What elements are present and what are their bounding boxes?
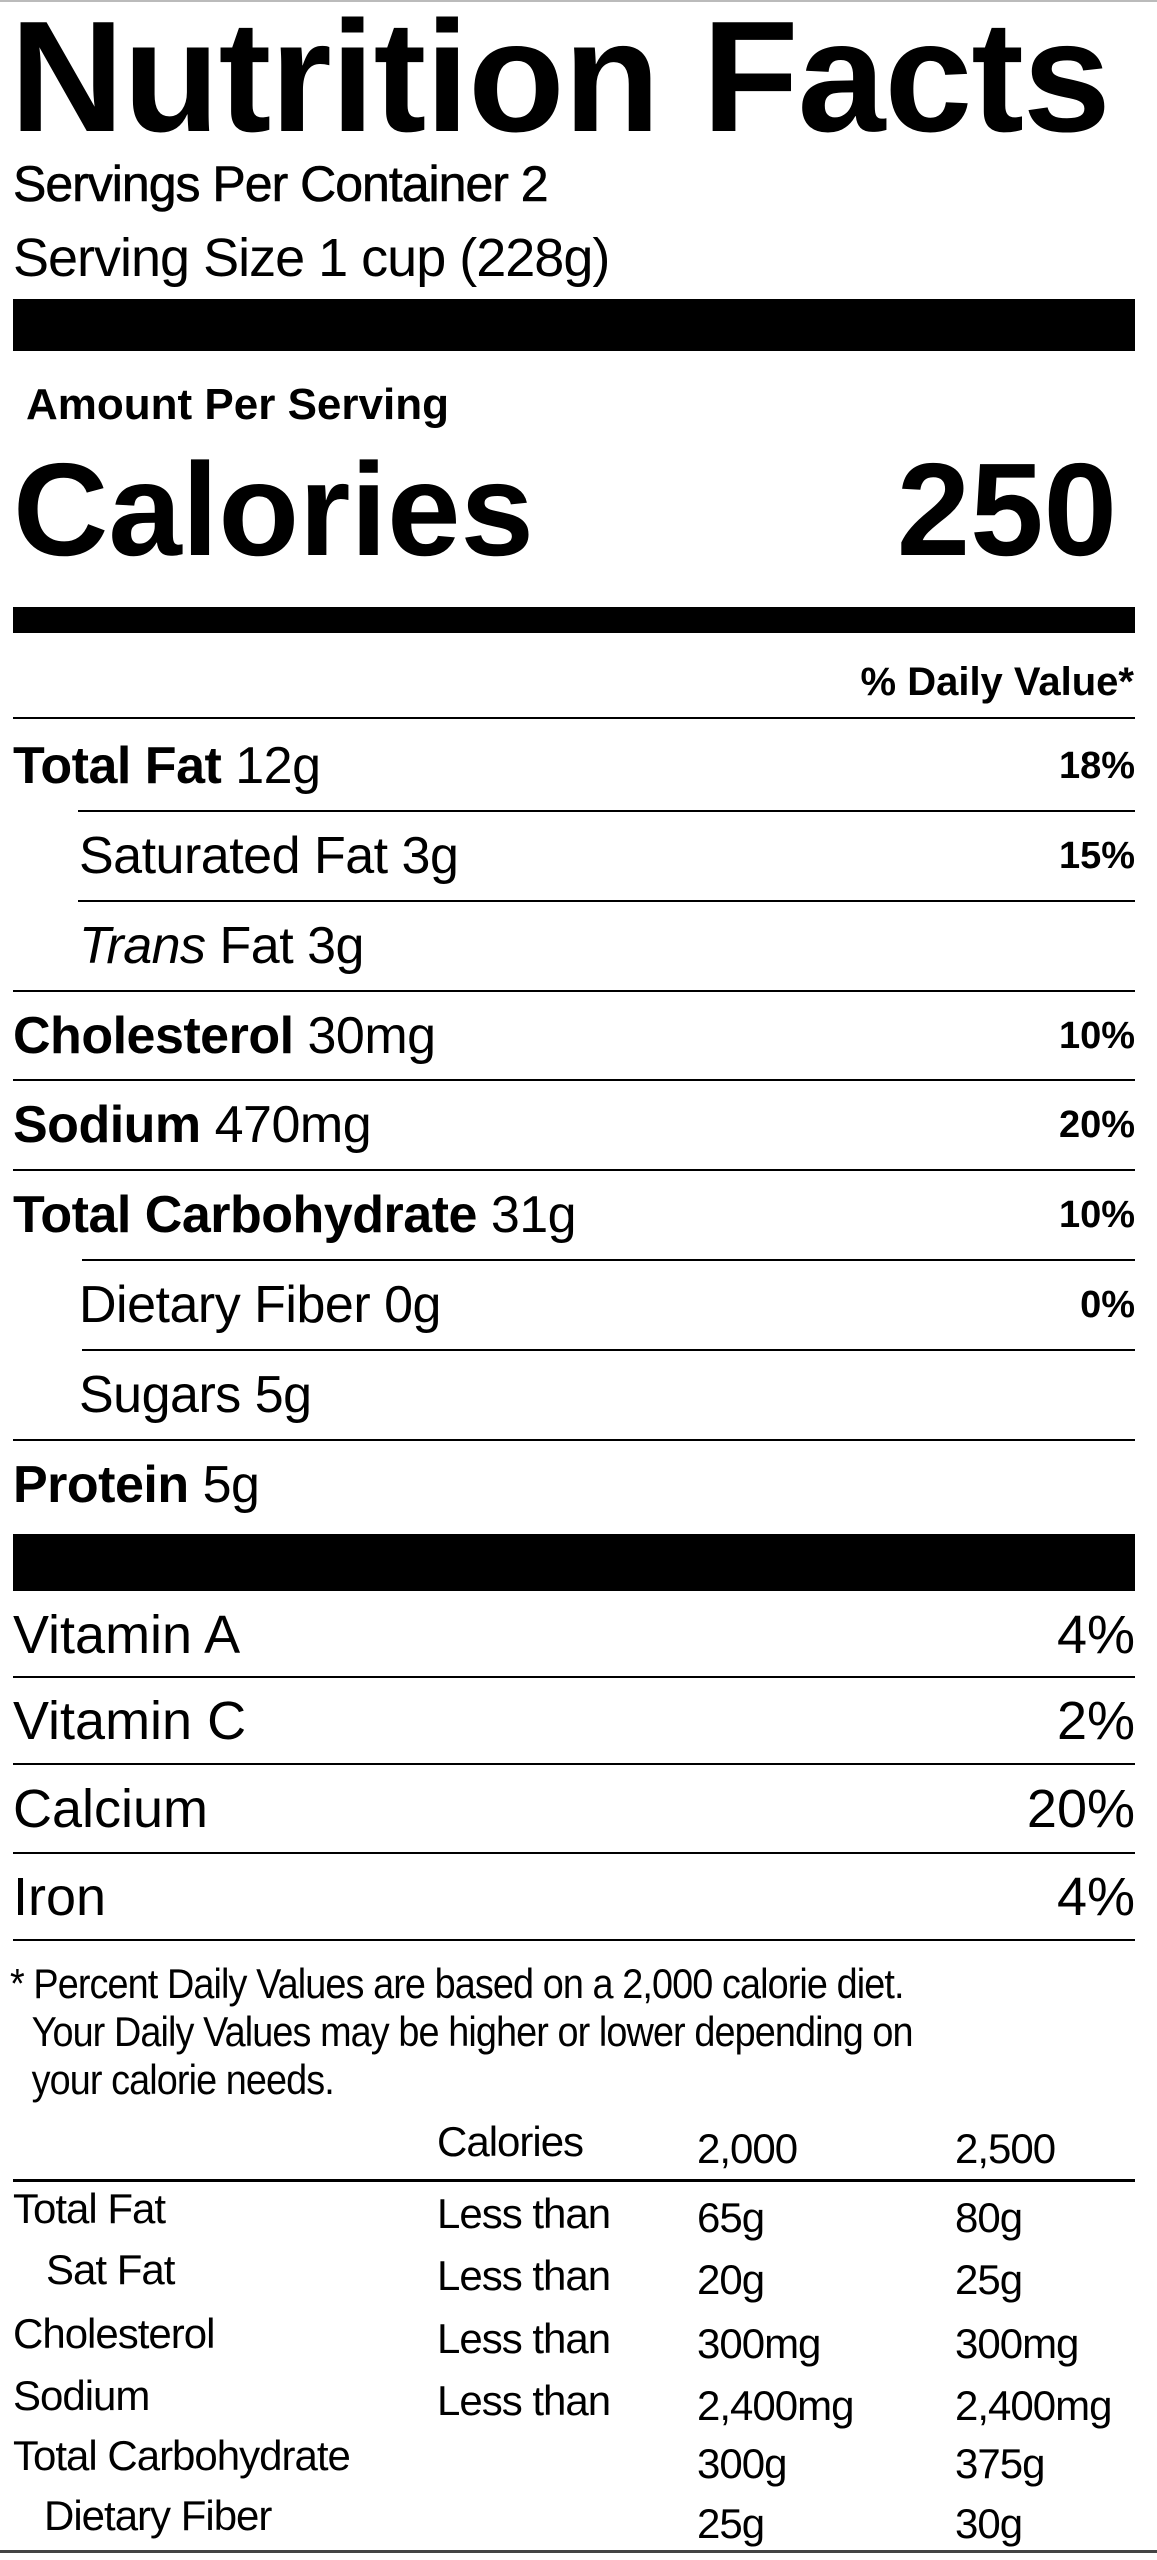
dv-row-label: Sat Fat — [46, 2246, 175, 2293]
nutrient-dv: 20% — [1058, 1103, 1135, 1146]
divider — [13, 1676, 1135, 1678]
divider — [13, 2179, 1135, 2182]
nutrient-name: Cholesterol — [13, 1007, 294, 1065]
vitamin-name: Vitamin A — [13, 1604, 241, 1665]
nutrient-amount: 470mg — [214, 1096, 372, 1154]
dv-row-2000: 25g — [697, 2500, 765, 2547]
vitamin-name: Iron — [13, 1866, 107, 1927]
vitamin-dv: 4% — [1056, 1866, 1135, 1927]
dv-row-label: Total Carbohydrate — [13, 2432, 351, 2479]
nutrient-name: Sugars 5g — [79, 1366, 312, 1424]
nutrient-name: Saturated Fat 3g — [79, 827, 459, 885]
nutrient-dv: 15% — [1058, 834, 1135, 877]
nutrient-row-sodium: Sodium 470mg 20% — [13, 1080, 1135, 1170]
divider — [82, 1259, 1135, 1261]
dv-row-2500: 30g — [955, 2500, 1023, 2547]
footnote-line: your calorie needs. — [31, 2056, 335, 2103]
dv-row-2000: 20g — [697, 2256, 765, 2303]
nutrient-row-sugars: Sugars 5g — [13, 1350, 1135, 1440]
nutrient-name: Total Fat — [13, 737, 222, 795]
vitamin-row-vitamin-c: Vitamin C 2% — [13, 1677, 1135, 1764]
nutrient-name: Fat 3g — [219, 917, 365, 975]
nutrient-amount: 30mg — [307, 1007, 437, 1065]
divider — [82, 1349, 1135, 1351]
top-border — [0, 0, 1157, 2]
nutrient-row-protein: Protein 5g — [13, 1440, 1135, 1530]
medium-divider — [13, 607, 1135, 633]
dv-row-2000: 65g — [697, 2194, 765, 2241]
divider — [13, 990, 1135, 992]
vitamin-dv: 4% — [1056, 1604, 1135, 1665]
calories-label: Calories — [13, 436, 534, 583]
dv-row-qualifier: Less than — [437, 2377, 611, 2424]
nutrient-row-total-carbohydrate: Total Carbohydrate 31g 10% — [13, 1170, 1135, 1260]
vitamin-name: Calcium — [13, 1778, 209, 1839]
dv-row-2000: 300mg — [697, 2320, 821, 2367]
divider — [13, 1939, 1135, 1941]
vitamin-row-iron: Iron 4% — [13, 1853, 1135, 1940]
divider — [78, 810, 1135, 812]
footnote-line: * Percent Daily Values are based on a 2,… — [10, 1960, 904, 2007]
dv-row-qualifier: Less than — [437, 2190, 611, 2237]
nutrient-amount: 12g — [235, 737, 321, 795]
vitamin-row-calcium: Calcium 20% — [13, 1765, 1135, 1852]
nutrient-row-saturated-fat: Saturated Fat 3g 15% — [13, 811, 1135, 901]
bottom-border — [0, 2550, 1157, 2553]
footnote: * Percent Daily Values are based on a 2,… — [10, 1960, 1140, 2104]
dv-row-label: Total Fat — [13, 2185, 166, 2232]
serving-size: Serving Size 1 cup (228g) — [13, 228, 610, 288]
nutrient-row-trans-fat: Trans Fat 3g — [13, 901, 1135, 991]
nutrient-amount: 31g — [490, 1186, 577, 1244]
dv-row-2500: 25g — [955, 2256, 1023, 2303]
nutrient-row-total-fat: Total Fat 12g 18% — [13, 721, 1135, 811]
dv-row-label: Cholesterol — [13, 2310, 215, 2357]
nutrient-name: Protein — [13, 1456, 189, 1514]
daily-value-header: % Daily Value* — [860, 660, 1134, 704]
servings-per-container: Servings Per Container 2 — [13, 156, 549, 213]
footnote-line: Your Daily Values may be higher or lower… — [31, 2008, 914, 2055]
divider — [13, 1169, 1135, 1171]
nutrient-amount: 5g — [202, 1456, 260, 1514]
dv-row-2500: 2,400mg — [955, 2382, 1112, 2429]
divider — [13, 717, 1135, 719]
dv-row-2500: 300mg — [955, 2320, 1079, 2367]
nutrient-dv: 10% — [1058, 1014, 1135, 1057]
amount-per-serving: Amount Per Serving — [26, 380, 449, 429]
dv-table-header-calories: Calories — [437, 2118, 584, 2165]
nutrient-dv: 0% — [1080, 1283, 1135, 1326]
nutrient-name: Total Carbohydrate — [13, 1186, 477, 1244]
dv-row-qualifier: Less than — [437, 2252, 611, 2299]
dv-row-2000: 300g — [697, 2440, 787, 2487]
nutrient-name: Sodium — [13, 1096, 201, 1154]
vitamin-dv: 2% — [1056, 1690, 1135, 1751]
dv-row-2500: 80g — [955, 2194, 1023, 2241]
nutrient-dv: 18% — [1058, 744, 1135, 787]
nutrient-row-cholesterol: Cholesterol 30mg 10% — [13, 991, 1135, 1081]
vitamin-name: Vitamin C — [13, 1690, 247, 1751]
vitamin-dv: 20% — [1026, 1778, 1135, 1839]
dv-row-label: Sodium — [13, 2372, 150, 2419]
dv-row-qualifier: Less than — [437, 2315, 611, 2362]
nutrient-row-dietary-fiber: Dietary Fiber 0g 0% — [13, 1260, 1135, 1350]
dv-row-label: Dietary Fiber — [44, 2492, 272, 2539]
divider — [13, 1763, 1135, 1765]
vitamin-row-vitamin-a: Vitamin A 4% — [13, 1591, 1135, 1678]
divider — [13, 1079, 1135, 1081]
divider — [13, 1439, 1135, 1441]
dv-table-header-2000: 2,000 — [697, 2125, 798, 2172]
nutrient-name-italic: Trans — [79, 917, 206, 975]
dv-table-header-2500: 2,500 — [955, 2125, 1056, 2172]
label-title: Nutrition Facts — [10, 0, 1111, 165]
nutrient-name: Dietary Fiber 0g — [79, 1276, 441, 1334]
thick-divider — [13, 299, 1135, 351]
thick-divider — [13, 1534, 1135, 1591]
dv-row-2000: 2,400mg — [697, 2382, 854, 2429]
divider — [13, 1852, 1135, 1854]
divider — [78, 900, 1135, 902]
calories-value: 250 — [896, 436, 1117, 583]
nutrient-dv: 10% — [1058, 1193, 1135, 1236]
dv-row-2500: 375g — [955, 2440, 1045, 2487]
